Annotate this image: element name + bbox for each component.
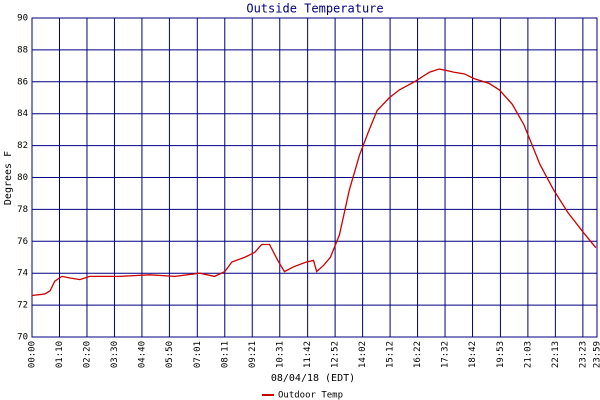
x-tick-label: 18:42 bbox=[468, 341, 478, 368]
x-tick-label: 22:13 bbox=[551, 341, 561, 368]
y-tick-label: 70 bbox=[17, 333, 28, 343]
x-tick-label: 14:02 bbox=[358, 341, 368, 368]
x-tick-label: 11:42 bbox=[303, 341, 313, 368]
y-tick-label: 74 bbox=[17, 269, 28, 279]
x-tick-label: 19:53 bbox=[496, 341, 506, 368]
y-tick-label: 88 bbox=[17, 45, 28, 55]
data-line bbox=[31, 68, 597, 297]
x-tick-label: 21:03 bbox=[523, 341, 533, 368]
y-tick-label: 76 bbox=[17, 237, 28, 247]
y-axis-title: Degrees F bbox=[3, 151, 14, 205]
x-tick-label: 01:10 bbox=[55, 341, 65, 368]
x-tick-label: 10:31 bbox=[275, 341, 285, 368]
x-tick-label: 15:12 bbox=[386, 341, 396, 368]
x-tick-label: 23:23 bbox=[578, 341, 588, 368]
y-tick-label: 86 bbox=[17, 77, 28, 87]
x-tick-label: 09:21 bbox=[248, 341, 258, 368]
x-tick-label: 23:59 bbox=[593, 341, 600, 368]
x-tick-label: 05:50 bbox=[165, 341, 175, 368]
x-tick-label: 00:00 bbox=[28, 341, 38, 368]
chart-title: Outside Temperature bbox=[246, 2, 383, 16]
x-tick-label: 12:52 bbox=[331, 341, 341, 368]
y-tick-label: 78 bbox=[17, 205, 28, 215]
y-tick-label: 90 bbox=[17, 14, 28, 24]
y-tick-label: 84 bbox=[17, 109, 28, 119]
x-tick-label: 04:40 bbox=[137, 341, 147, 368]
y-tick-label: 82 bbox=[17, 141, 28, 151]
x-tick-label: 08:11 bbox=[220, 341, 230, 368]
x-tick-label: 17:32 bbox=[441, 341, 451, 368]
x-axis-title: 08/04/18 (EDT) bbox=[271, 373, 355, 384]
x-tick-label: 07:01 bbox=[193, 341, 203, 368]
y-tick-label: 72 bbox=[17, 301, 28, 311]
y-tick-label: 80 bbox=[17, 173, 28, 183]
legend-label: Outdoor Temp bbox=[278, 391, 343, 400]
x-tick-label: 02:20 bbox=[82, 341, 92, 368]
x-tick-label: 16:22 bbox=[413, 341, 423, 368]
x-tick-label: 03:30 bbox=[110, 341, 120, 368]
